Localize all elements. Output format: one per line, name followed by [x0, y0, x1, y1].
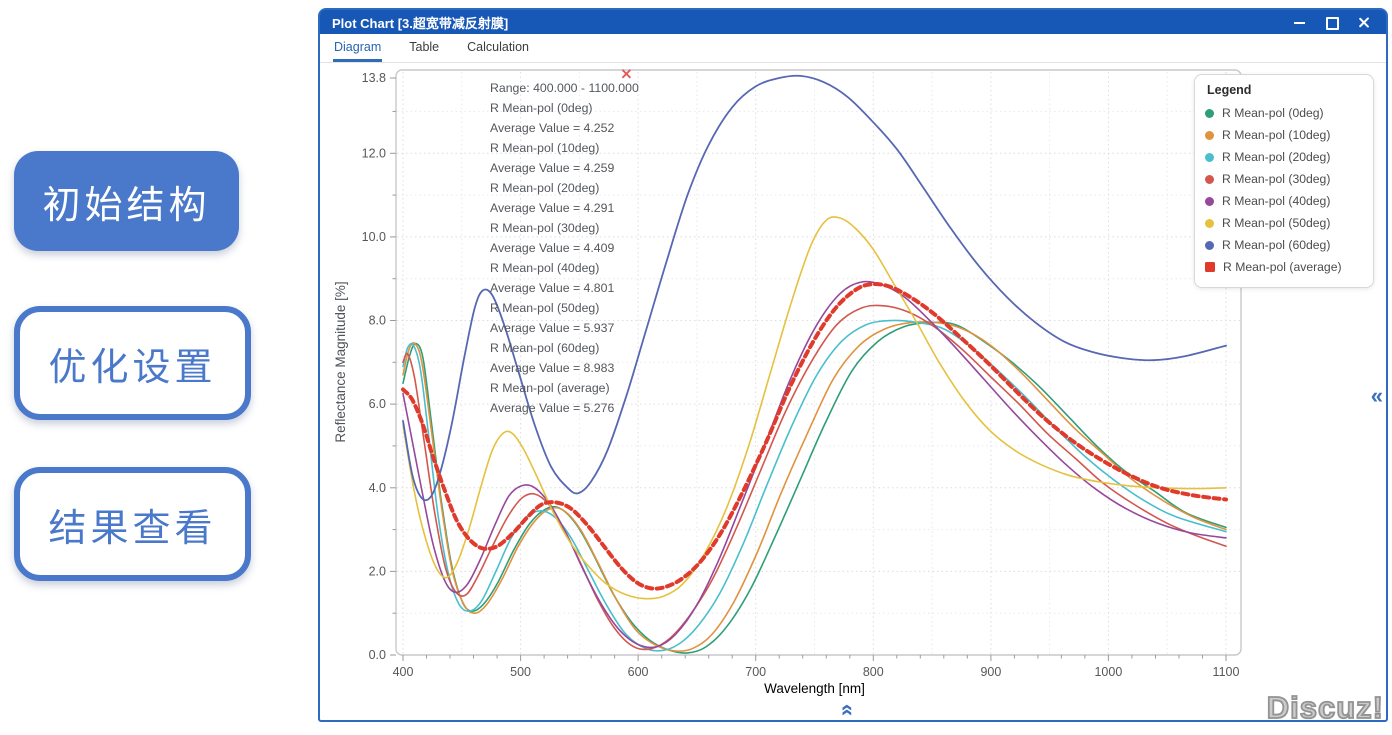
annotation-line: Average Value = 5.276: [490, 401, 615, 415]
legend-swatch-icon: [1205, 108, 1214, 118]
svg-text:800: 800: [863, 665, 884, 679]
legend-label: R Mean-pol (30deg): [1222, 172, 1331, 186]
maximize-icon[interactable]: [1325, 16, 1339, 30]
annotation-line: Average Value = 4.259: [490, 161, 615, 175]
legend-swatch-icon: [1205, 152, 1214, 162]
legend-swatch-icon: [1205, 196, 1214, 206]
svg-text:1000: 1000: [1094, 665, 1122, 679]
result-view-button[interactable]: 结果查看: [14, 467, 251, 581]
svg-text:1100: 1100: [1213, 665, 1240, 679]
annotation-line: R Mean-pol (20deg): [490, 181, 600, 195]
annotation-line: Average Value = 5.937: [490, 321, 615, 335]
plot-chart-window: Plot Chart [3.超宽带减反射膜] Diagram Table Cal…: [318, 8, 1388, 722]
legend-item: R Mean-pol (average): [1205, 256, 1363, 278]
collapse-panel-right-icon[interactable]: «: [1370, 383, 1383, 408]
window-titlebar[interactable]: Plot Chart [3.超宽带减反射膜]: [320, 10, 1386, 34]
initial-structure-button[interactable]: 初始结构: [14, 151, 239, 251]
legend-title: Legend: [1207, 83, 1252, 97]
svg-text:Wavelength [nm]: Wavelength [nm]: [764, 681, 865, 696]
annotation-line: Average Value = 4.801: [490, 281, 615, 295]
legend-item: R Mean-pol (20deg): [1205, 146, 1363, 168]
svg-text:400: 400: [393, 665, 414, 679]
svg-text:8.0: 8.0: [369, 314, 386, 328]
legend-swatch-icon: [1205, 174, 1214, 184]
discuz-watermark: Discuz!: [1266, 689, 1384, 726]
chart-legend: Legend R Mean-pol (0deg) R Mean-pol (10de…: [1194, 74, 1374, 288]
tab-diagram[interactable]: Diagram: [333, 34, 383, 62]
annotation-line: Average Value = 4.252: [490, 121, 615, 135]
annotation-line: R Mean-pol (40deg): [490, 261, 600, 275]
annotation-line: R Mean-pol (50deg): [490, 301, 600, 315]
svg-text:700: 700: [745, 665, 766, 679]
legend-item: R Mean-pol (30deg): [1205, 168, 1363, 190]
window-title: Plot Chart [3.超宽带减反射膜]: [332, 15, 509, 31]
tab-bar: Diagram Table Calculation: [320, 34, 1386, 63]
svg-text:900: 900: [980, 665, 1001, 679]
close-icon[interactable]: [1357, 16, 1370, 29]
svg-text:0.0: 0.0: [369, 648, 386, 662]
window-controls: [1293, 16, 1374, 30]
legend-label: R Mean-pol (10deg): [1222, 128, 1331, 142]
legend-label: R Mean-pol (40deg): [1222, 194, 1331, 208]
svg-text:12.0: 12.0: [362, 146, 386, 160]
svg-text:10.0: 10.0: [362, 230, 386, 244]
legend-label: R Mean-pol (20deg): [1222, 150, 1331, 164]
legend-label: R Mean-pol (50deg): [1222, 216, 1331, 230]
annotation-line: R Mean-pol (60deg): [490, 341, 600, 355]
annotation-line: Average Value = 8.983: [490, 361, 615, 375]
optimization-settings-button[interactable]: 优化设置: [14, 306, 251, 420]
legend-swatch-icon: [1205, 262, 1215, 272]
svg-text:13.8: 13.8: [362, 71, 386, 85]
legend-item: R Mean-pol (50deg): [1205, 212, 1363, 234]
svg-text:4.0: 4.0: [369, 481, 386, 495]
annotation-line: R Mean-pol (average): [490, 381, 610, 395]
legend-label: R Mean-pol (average): [1223, 260, 1342, 274]
svg-text:2.0: 2.0: [369, 564, 386, 578]
legend-swatch-icon: [1205, 130, 1214, 140]
svg-text:600: 600: [628, 665, 649, 679]
svg-text:500: 500: [510, 665, 531, 679]
annotation-line: Average Value = 4.291: [490, 201, 615, 215]
legend-item: R Mean-pol (10deg): [1205, 124, 1363, 146]
tab-table[interactable]: Table: [409, 39, 440, 54]
annotation-line: R Mean-pol (10deg): [490, 141, 600, 155]
annotation-line: R Mean-pol (30deg): [490, 221, 600, 235]
annotation-line: R Mean-pol (0deg): [490, 101, 593, 115]
chart-area: 400 500 600 700 800 900 1000 1100 0.0 2.0 4.0 6.0 8.…: [320, 63, 1386, 720]
tab-calculation[interactable]: Calculation: [467, 39, 529, 54]
minimize-icon[interactable]: [1293, 16, 1306, 29]
legend-label: R Mean-pol (0deg): [1222, 106, 1324, 120]
legend-item: R Mean-pol (40deg): [1205, 190, 1363, 212]
legend-item: R Mean-pol (60deg): [1205, 234, 1363, 256]
legend-item: R Mean-pol (0deg): [1205, 102, 1363, 124]
legend-swatch-icon: [1205, 218, 1214, 228]
chart-svg: 400 500 600 700 800 900 1000 1100 0.0 2.0 4.0 6.0 8.…: [333, 69, 1242, 696]
legend-label: R Mean-pol (60deg): [1222, 238, 1331, 252]
svg-text:6.0: 6.0: [369, 397, 386, 411]
chart-annotations: Range: 400.000 - 1100.000 R Mean-pol (0de…: [490, 78, 639, 418]
collapse-panel-bottom-icon[interactable]: «: [836, 703, 862, 717]
legend-swatch-icon: [1205, 240, 1214, 250]
annotation-line: Range: 400.000 - 1100.000: [490, 81, 639, 95]
annotation-line: Average Value = 4.409: [490, 241, 615, 255]
svg-text:Reflectance Magnitude [%]: Reflectance Magnitude [%]: [333, 281, 348, 442]
